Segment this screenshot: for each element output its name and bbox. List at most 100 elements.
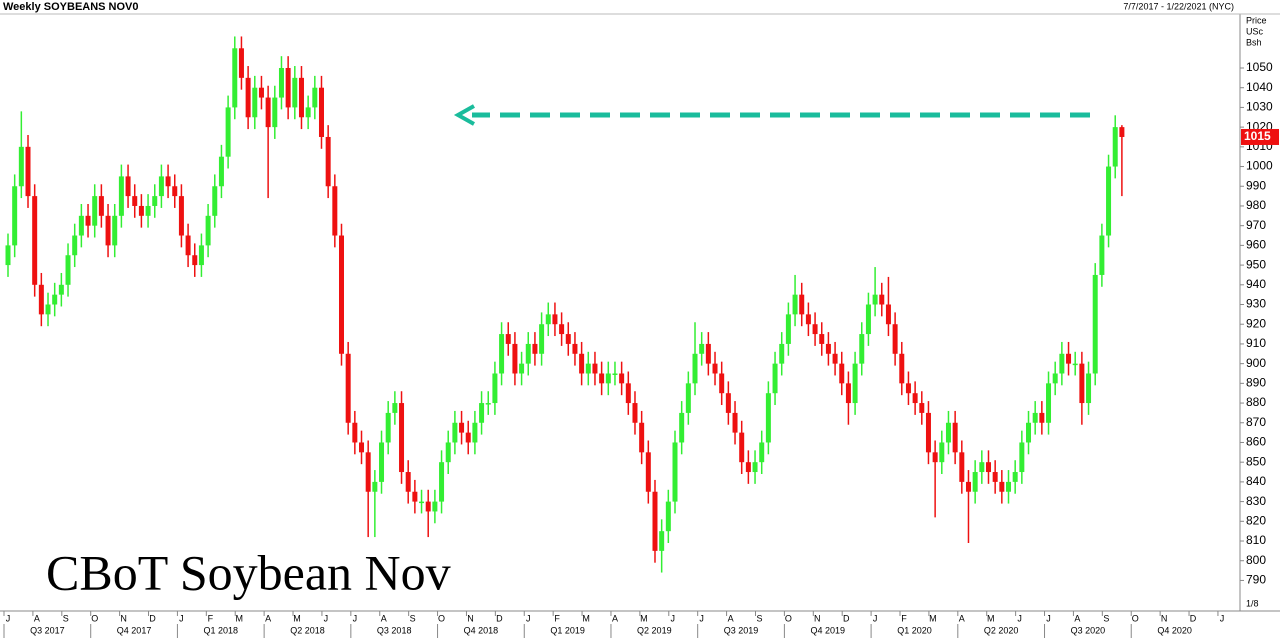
x-tick-label: J: [1017, 613, 1022, 623]
candle-body: [505, 334, 511, 344]
candle-body: [405, 472, 411, 492]
candle-body: [132, 196, 138, 206]
candle-body: [845, 383, 851, 404]
candle-body: [779, 343, 785, 364]
candle-body: [459, 422, 465, 433]
candle-body: [1059, 353, 1065, 374]
candle-body: [639, 422, 645, 453]
candle-body: [919, 403, 925, 413]
x-tick-label: S: [756, 613, 762, 623]
x-tick-label: A: [1074, 613, 1080, 623]
y-tick-label: 920: [1246, 316, 1266, 330]
x-tick-label: J: [324, 613, 329, 623]
candle-body: [832, 353, 838, 364]
candle-body: [472, 422, 478, 443]
candle-body: [185, 235, 191, 256]
candle-body: [118, 176, 124, 216]
y-tick-label: 940: [1246, 277, 1266, 291]
candle-body: [18, 146, 24, 187]
candle-body: [532, 343, 538, 354]
candle-body: [632, 403, 638, 423]
candle-body: [225, 107, 231, 157]
y-tick-label: 800: [1246, 553, 1266, 567]
x-tick-label: J: [179, 613, 184, 623]
candle-body: [1112, 127, 1118, 167]
candle-body: [759, 442, 765, 463]
candle-body: [125, 176, 131, 197]
y-tick-label: 880: [1246, 395, 1266, 409]
y-tick-label: 990: [1246, 178, 1266, 192]
corner-label: 1/8: [1246, 598, 1259, 608]
x-tick-label: N: [1161, 613, 1168, 623]
candle-body: [925, 412, 931, 453]
x-tick-label: J: [699, 613, 704, 623]
x-tick-label: M: [582, 613, 590, 623]
candle-body: [852, 363, 858, 404]
y-tick-label: 910: [1246, 336, 1266, 350]
x-tick-label: N: [120, 613, 127, 623]
candle-body: [739, 432, 745, 463]
candle-body: [705, 343, 711, 364]
x-tick-label: S: [410, 613, 416, 623]
candle-body: [952, 422, 958, 453]
candle-body: [539, 324, 545, 354]
x-tick-label: J: [526, 613, 531, 623]
candle-body: [485, 403, 491, 405]
candle-body: [1119, 127, 1125, 137]
y-axis-label: Bsh: [1246, 37, 1262, 47]
quarter-label: Q2 2019: [637, 625, 672, 635]
candle-body: [385, 412, 391, 443]
x-tick-label: M: [293, 613, 301, 623]
candle-body: [205, 215, 211, 246]
candle-body: [559, 324, 565, 335]
candle-body: [872, 294, 878, 305]
candle-body: [1079, 363, 1085, 404]
x-tick-label: O: [438, 613, 445, 623]
candle-body: [892, 324, 898, 354]
candle-body: [38, 284, 44, 315]
x-tick-label: O: [1132, 613, 1139, 623]
candle-body: [992, 472, 998, 482]
quarter-label: Q3 2020: [1071, 625, 1106, 635]
candle-body: [659, 531, 665, 551]
candle-body: [912, 393, 918, 404]
candle-body: [25, 146, 31, 197]
candle-body: [652, 491, 658, 551]
candle-body: [392, 403, 398, 413]
x-tick-label: D: [496, 613, 503, 623]
candle-body: [365, 452, 371, 492]
quarter-label: Q4 2019: [810, 625, 845, 635]
candle-body: [318, 87, 324, 137]
candle-body: [625, 383, 631, 404]
candle-body: [985, 462, 991, 473]
candle-body: [719, 373, 725, 394]
candle-body: [592, 363, 598, 374]
candle-body: [78, 215, 84, 236]
candle-body: [452, 422, 458, 443]
candle-body: [212, 186, 218, 216]
candle-body: [645, 452, 651, 492]
candle-body: [792, 294, 798, 315]
candle-body: [612, 373, 618, 375]
candle-body: [372, 481, 378, 492]
candle-body: [552, 314, 558, 325]
candle-body: [479, 403, 485, 423]
candle-body: [258, 87, 264, 98]
candle-body: [859, 334, 865, 364]
quarter-label: Q4 2018: [464, 625, 499, 635]
candle-body: [172, 186, 178, 197]
candle-body: [412, 491, 418, 502]
candle-body: [1026, 422, 1032, 443]
candle-body: [1046, 383, 1052, 423]
candle-body: [325, 136, 331, 187]
x-tick-label: F: [554, 613, 560, 623]
quarter-label: Q3 2018: [377, 625, 412, 635]
candle-body: [85, 215, 91, 226]
y-tick-label: 900: [1246, 356, 1266, 370]
candle-body: [525, 343, 531, 364]
x-tick-label: J: [353, 613, 358, 623]
quarter-label: Q1 2019: [550, 625, 585, 635]
candle-body: [619, 373, 625, 384]
candle-body: [712, 363, 718, 374]
y-axis-label: Price: [1246, 15, 1267, 25]
